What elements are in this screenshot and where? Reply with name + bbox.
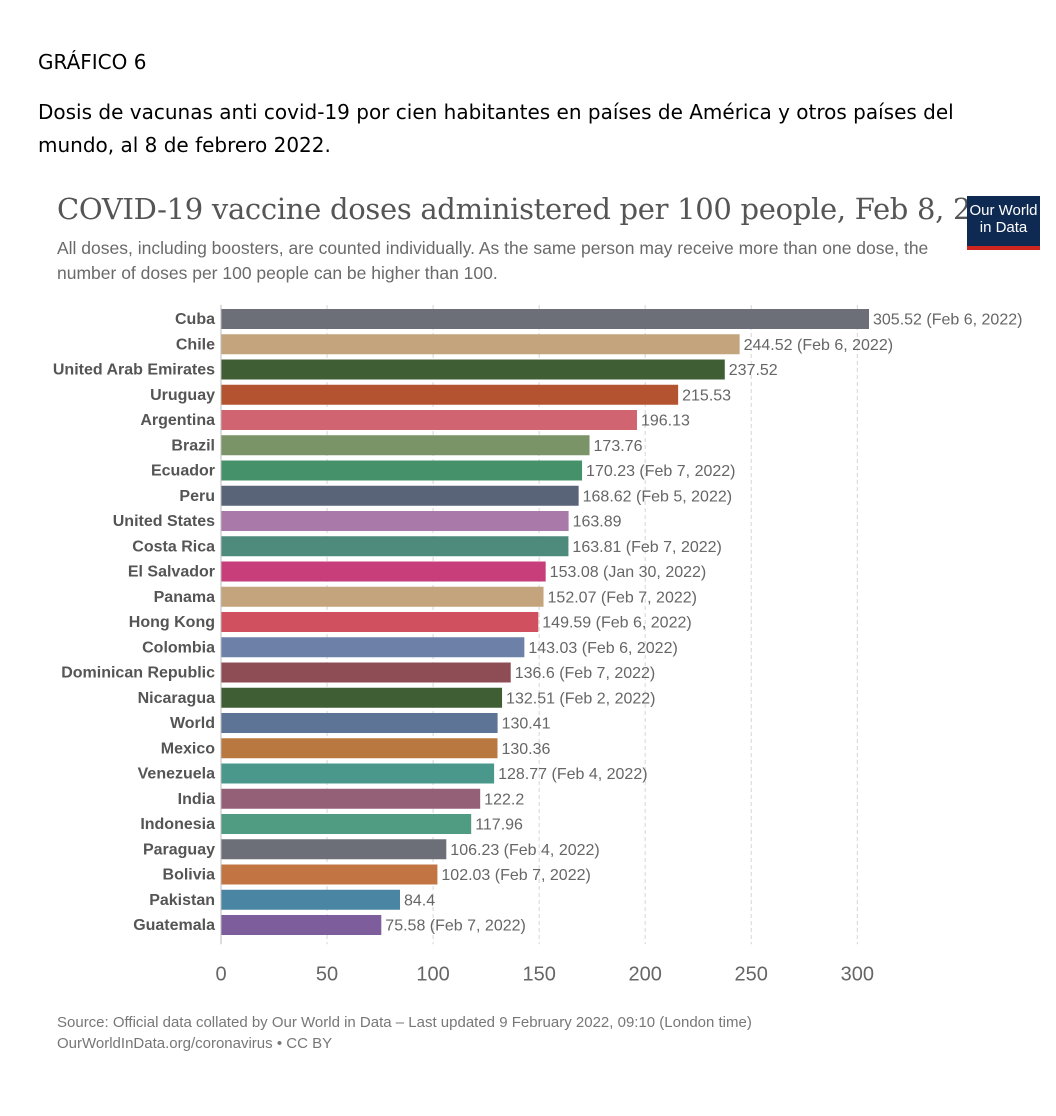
bar-chart: 0 50 100 150 200 250 300 Cuba 305.52 (Feb 6, 202… bbox=[53, 305, 1022, 985]
data-label: 244.52 (Feb 6, 2022) bbox=[744, 337, 893, 354]
data-label: 163.89 bbox=[573, 514, 622, 531]
logo-line-2: in Data bbox=[979, 219, 1028, 236]
x-tick-label: 100 bbox=[416, 963, 449, 985]
x-tick-label: 0 bbox=[215, 963, 226, 985]
data-label: 153.08 (Jan 30, 2022) bbox=[550, 564, 707, 581]
chart-subtitle: All doses, including boosters, are count… bbox=[57, 238, 929, 283]
bar bbox=[221, 435, 590, 456]
bar bbox=[221, 788, 481, 809]
bar bbox=[221, 536, 569, 557]
data-label: 173.76 bbox=[594, 438, 643, 455]
bar bbox=[221, 334, 740, 355]
data-label: 130.41 bbox=[502, 716, 551, 733]
x-tick-label: 250 bbox=[735, 963, 768, 985]
bar bbox=[221, 410, 637, 430]
category-label: Costa Rica bbox=[132, 538, 215, 555]
data-label: 149.59 (Feb 6, 2022) bbox=[542, 615, 691, 632]
category-label: World bbox=[170, 715, 215, 732]
x-tick-label: 50 bbox=[316, 963, 338, 985]
bar bbox=[221, 839, 447, 860]
category-label: Hong Kong bbox=[129, 614, 215, 631]
bar bbox=[221, 561, 546, 582]
data-label: 152.07 (Feb 7, 2022) bbox=[548, 589, 697, 606]
bar bbox=[221, 814, 472, 834]
bar bbox=[221, 309, 869, 329]
bar bbox=[221, 662, 511, 683]
category-label: Colombia bbox=[142, 639, 215, 656]
document-caption: Dosis de vacunas anti covid-19 por cien … bbox=[38, 100, 954, 157]
category-label: Nicaragua bbox=[138, 690, 215, 707]
category-label: Indonesia bbox=[140, 816, 215, 833]
bar bbox=[221, 763, 495, 784]
category-label: Ecuador bbox=[151, 463, 215, 480]
category-label: Peru bbox=[179, 488, 215, 505]
category-label: United Arab Emirates bbox=[53, 362, 215, 379]
bar bbox=[221, 738, 498, 759]
bar bbox=[221, 359, 725, 380]
category-label: Bolivia bbox=[163, 867, 216, 884]
source-note: Source: Official data collated by Our Wo… bbox=[57, 1012, 752, 1054]
category-label: Panama bbox=[154, 589, 215, 606]
data-label: 163.81 (Feb 7, 2022) bbox=[572, 539, 721, 556]
source-line-2[interactable]: OurWorldInData.org/coronavirus • CC BY bbox=[57, 1035, 333, 1052]
data-label: 196.13 bbox=[641, 413, 690, 430]
bar bbox=[221, 612, 539, 632]
category-label: Dominican Republic bbox=[61, 665, 215, 682]
category-label: El Salvador bbox=[128, 564, 215, 581]
category-label: Paraguay bbox=[143, 841, 215, 858]
our-world-in-data-logo[interactable]: Our World in Data bbox=[967, 196, 1040, 250]
category-label: India bbox=[178, 791, 215, 808]
bar bbox=[221, 511, 569, 531]
bar bbox=[221, 889, 401, 910]
chart-title: COVID-19 vaccine doses administered per … bbox=[57, 192, 1026, 226]
bar bbox=[221, 915, 382, 935]
category-label: Chile bbox=[176, 336, 215, 353]
data-label: 117.96 bbox=[475, 817, 523, 834]
source-line-1: Source: Official data collated by Our Wo… bbox=[57, 1014, 752, 1031]
category-label: Mexico bbox=[161, 740, 215, 757]
data-label: 132.51 (Feb 2, 2022) bbox=[506, 690, 655, 707]
data-label: 305.52 (Feb 6, 2022) bbox=[873, 312, 1022, 329]
x-tick-label: 200 bbox=[629, 963, 662, 985]
category-label: Uruguay bbox=[150, 387, 215, 404]
data-label: 102.03 (Feb 7, 2022) bbox=[441, 867, 590, 884]
category-label: United States bbox=[113, 513, 215, 530]
data-label: 215.53 bbox=[682, 387, 731, 404]
category-label: Brazil bbox=[171, 437, 215, 454]
data-label: 84.4 bbox=[404, 892, 435, 909]
x-tick-label: 300 bbox=[841, 963, 874, 985]
data-label: 128.77 (Feb 4, 2022) bbox=[498, 766, 647, 783]
x-tick-label: 150 bbox=[522, 963, 555, 985]
bar bbox=[221, 687, 503, 708]
document-label: GRÁFICO 6 bbox=[38, 50, 147, 74]
bar bbox=[221, 460, 583, 481]
data-label: 122.2 bbox=[484, 791, 524, 808]
data-label: 75.58 (Feb 7, 2022) bbox=[385, 918, 526, 935]
bar bbox=[221, 586, 544, 607]
data-label: 143.03 (Feb 6, 2022) bbox=[528, 640, 677, 657]
data-label: 168.62 (Feb 5, 2022) bbox=[583, 488, 732, 505]
category-label: Venezuela bbox=[138, 766, 215, 783]
category-label: Cuba bbox=[175, 311, 215, 328]
category-label: Guatemala bbox=[133, 917, 215, 934]
data-label: 106.23 (Feb 4, 2022) bbox=[450, 842, 599, 859]
category-label: Argentina bbox=[140, 412, 215, 429]
bar bbox=[221, 864, 438, 885]
bar bbox=[221, 384, 679, 405]
bar bbox=[221, 637, 525, 658]
category-label: Pakistan bbox=[149, 892, 215, 909]
data-label: 237.52 bbox=[729, 362, 778, 379]
bar bbox=[221, 713, 498, 733]
data-label: 136.6 (Feb 7, 2022) bbox=[515, 665, 656, 682]
logo-line-1: Our World bbox=[969, 202, 1038, 219]
data-label: 130.36 bbox=[501, 741, 550, 758]
data-label: 170.23 (Feb 7, 2022) bbox=[586, 463, 735, 480]
bar bbox=[221, 485, 579, 506]
